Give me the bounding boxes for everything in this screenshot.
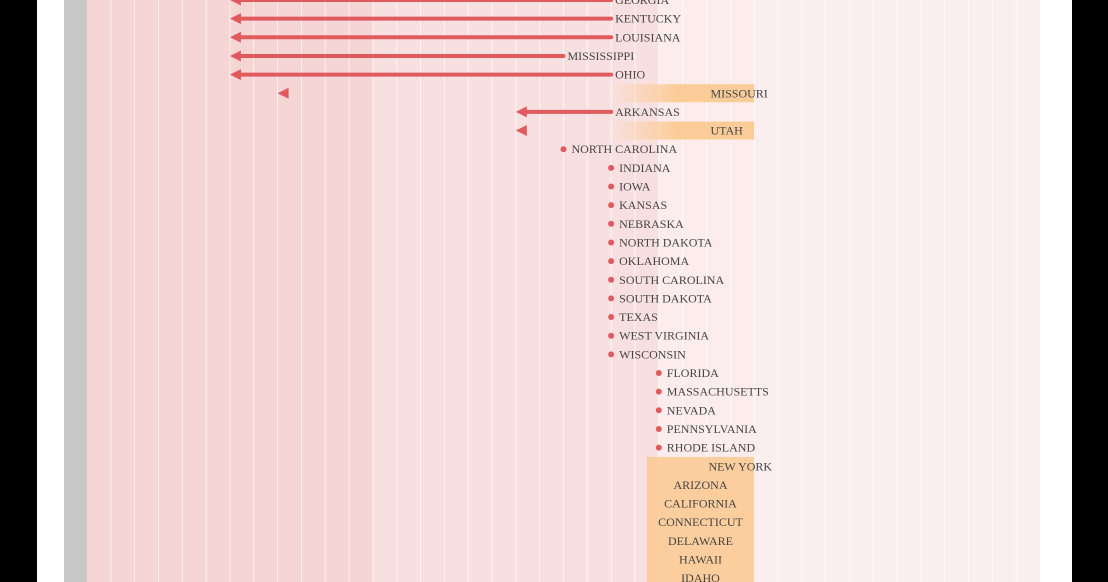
state-label: MISSOURI — [710, 86, 767, 100]
state-label: CONNECTICUT — [658, 515, 743, 529]
dot-mark — [608, 202, 615, 209]
state-label: NEW YORK — [708, 459, 772, 473]
state-label: CALIFORNIA — [664, 497, 737, 511]
state-label: UTAH — [710, 124, 743, 138]
dot-mark — [608, 295, 615, 302]
dot-mark — [608, 351, 615, 358]
state-label: LOUISIANA — [615, 30, 681, 44]
state-label: IDAHO — [681, 571, 720, 582]
arrow-head — [515, 106, 527, 118]
state-label: RHODE ISLAND — [667, 441, 756, 455]
dot-mark — [608, 314, 615, 321]
dot-mark — [560, 146, 567, 153]
state-label: SOUTH DAKOTA — [619, 291, 712, 305]
arrow-head — [229, 0, 241, 6]
state-label: GEORGIA — [615, 0, 669, 7]
dot-mark — [655, 370, 662, 376]
dot-mark — [608, 164, 615, 171]
state-label: MASSACHUSETTS — [667, 385, 769, 399]
state-label: PENNSYLVANIA — [667, 422, 757, 436]
state-label: MISSISSIPPI — [568, 49, 635, 63]
state-label: KENTUCKY — [615, 12, 681, 26]
labels-layer: GEORGIA KENTUCKY LOUISIANA MISSISSIPPI OHIO M… — [568, 0, 773, 582]
dot-mark — [655, 407, 662, 414]
state-label: OKLAHOMA — [619, 254, 689, 268]
arrow-head — [229, 31, 241, 43]
dot-mark — [608, 220, 615, 227]
dot-mark — [608, 276, 615, 283]
left-rule — [64, 0, 87, 582]
state-label: WEST VIRGINIA — [619, 329, 709, 343]
arrow-head — [229, 13, 241, 25]
state-label: ARKANSAS — [615, 105, 680, 119]
state-label: IOWA — [619, 180, 651, 194]
arrow-head — [277, 87, 289, 99]
state-label: OHIO — [615, 68, 645, 82]
state-label: NORTH CAROLINA — [572, 142, 678, 156]
dot-mark — [655, 444, 662, 451]
dot-mark — [608, 258, 615, 265]
state-label: FLORIDA — [667, 366, 719, 380]
background-layer — [37, 0, 1072, 582]
dot-mark — [608, 183, 615, 190]
arrow-head — [229, 69, 241, 81]
state-label: DELAWARE — [668, 534, 733, 548]
state-label: TEXAS — [619, 310, 658, 324]
state-label: HAWAII — [679, 553, 722, 567]
highlight-column — [646, 456, 755, 582]
dot-mark — [608, 332, 615, 339]
state-label: SOUTH CAROLINA — [619, 273, 724, 287]
state-label: ARIZONA — [673, 478, 727, 492]
arrow-head — [229, 50, 241, 62]
state-label: KANSAS — [619, 198, 667, 212]
dot-mark — [608, 239, 615, 246]
arrow-head — [515, 125, 527, 137]
state-label: WISCONSIN — [619, 347, 686, 361]
state-label: NEBRASKA — [619, 217, 684, 231]
dot-mark — [655, 425, 662, 432]
state-label: INDIANA — [619, 161, 671, 175]
marks-layer — [229, 0, 709, 469]
dot-mark — [655, 388, 662, 395]
state-label: NORTH DAKOTA — [619, 235, 713, 249]
state-label: NEVADA — [667, 403, 716, 417]
highlight-layer — [611, 84, 755, 582]
